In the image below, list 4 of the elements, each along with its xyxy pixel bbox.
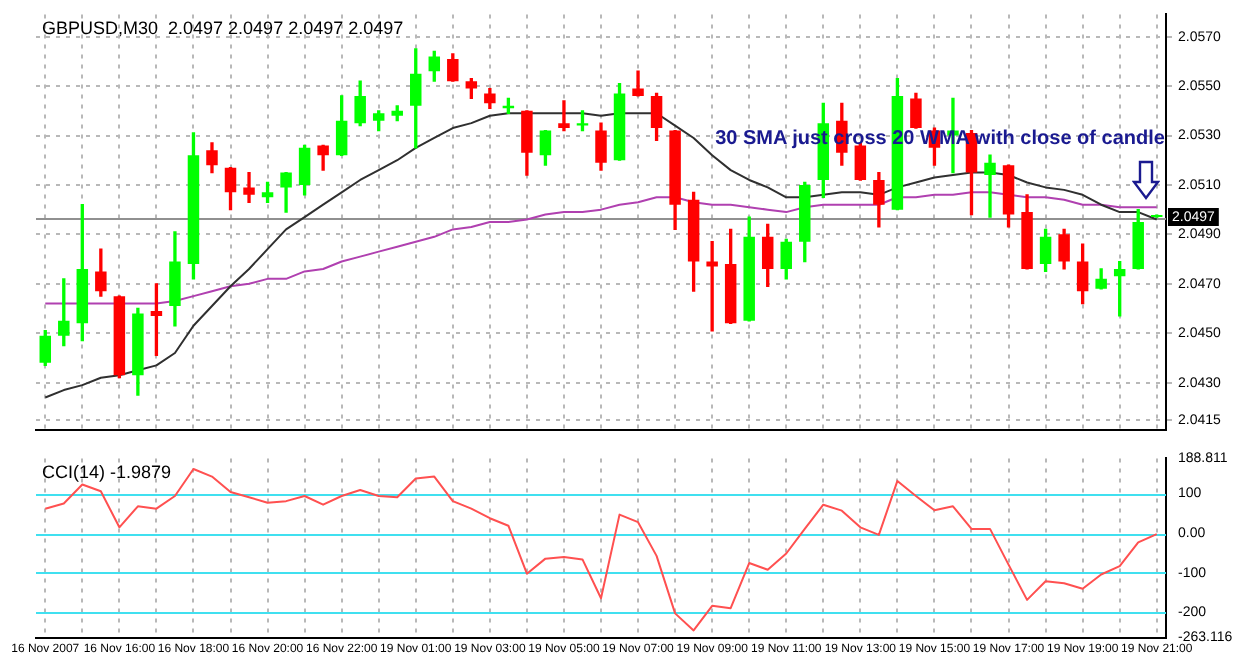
candlestick (558, 100, 570, 132)
chart-title: CCI(14) -1.9879 (42, 462, 172, 483)
chart-title: GBPUSD,M30 2.0497 2.0497 2.0497 2.0497 (42, 18, 404, 39)
candlestick (984, 154, 996, 218)
